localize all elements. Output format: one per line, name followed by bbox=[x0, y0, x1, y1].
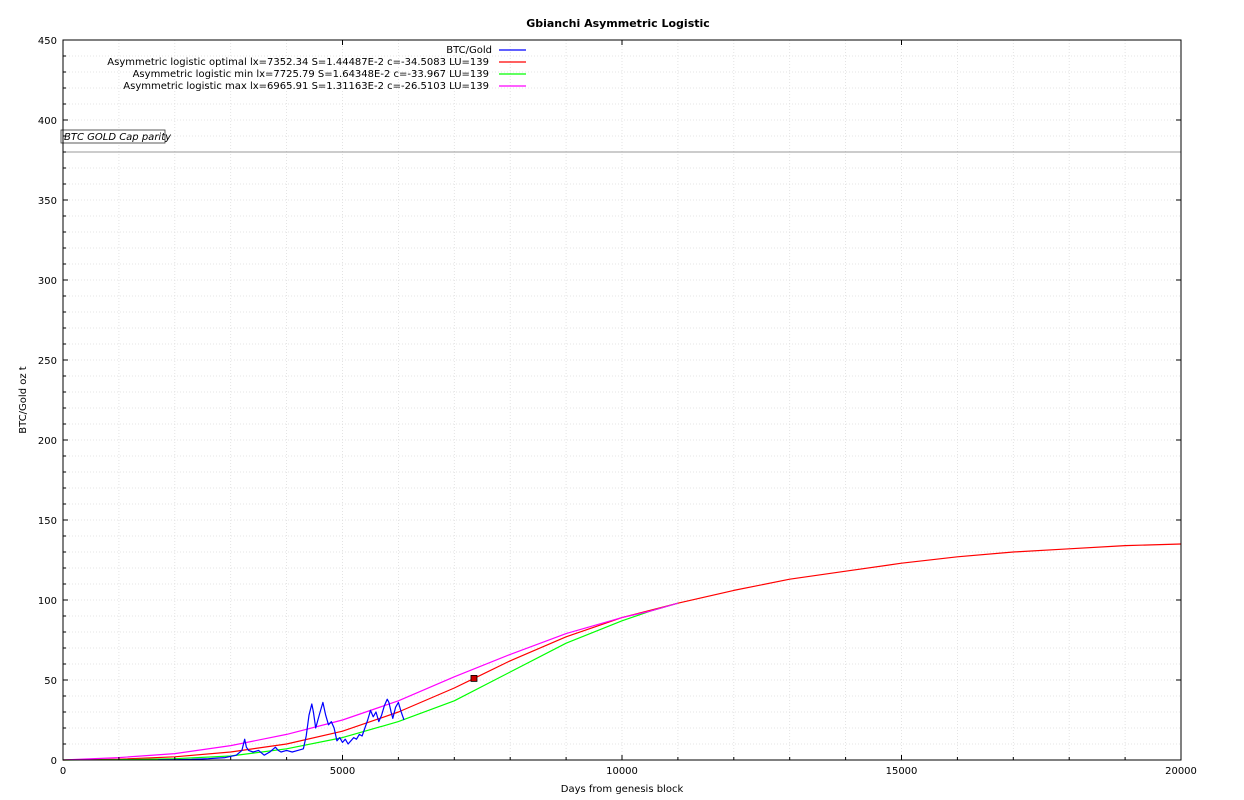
y-tick-label: 0 bbox=[51, 756, 57, 767]
y-tick-label: 200 bbox=[38, 436, 57, 447]
legend-label-0: BTC/Gold bbox=[446, 45, 492, 56]
cap-parity-annotation: BTC GOLD Cap parity bbox=[60, 129, 1181, 153]
legend-label-3: Asymmetric logistic max lx=6965.91 S=1.3… bbox=[123, 81, 489, 92]
x-tick-label: 15000 bbox=[886, 766, 918, 777]
y-axis-label: BTC/Gold oz t bbox=[18, 366, 29, 433]
y-tick-label: 50 bbox=[44, 676, 57, 687]
legend-label-2: Asymmetric logistic min lx=7725.79 S=1.6… bbox=[133, 69, 489, 80]
series-line-0 bbox=[157, 698, 405, 761]
cap-parity-label-box bbox=[60, 129, 166, 144]
optimal-inflection-marker bbox=[470, 675, 478, 682]
y-tick-label: 100 bbox=[38, 596, 57, 607]
x-tick-label: 10000 bbox=[606, 766, 638, 777]
y-tick-label: 400 bbox=[38, 116, 57, 127]
y-tick-label: 150 bbox=[38, 516, 57, 527]
legend-label-1: Asymmetric logistic optimal lx=7352.34 S… bbox=[107, 57, 489, 68]
y-tick-label: 300 bbox=[38, 276, 57, 287]
x-tick-label: 20000 bbox=[1165, 766, 1197, 777]
x-axis-label: Days from genesis block bbox=[561, 784, 684, 795]
series-line-2 bbox=[62, 602, 679, 761]
series-line-3 bbox=[62, 602, 679, 761]
grid bbox=[63, 40, 1181, 760]
cap-parity-label: BTC GOLD Cap parity bbox=[64, 132, 172, 143]
chart-title: Gbianchi Asymmetric Logistic bbox=[526, 17, 710, 30]
y-tick-label: 350 bbox=[38, 196, 57, 207]
series-line-1 bbox=[62, 543, 1182, 761]
marker-layer bbox=[470, 675, 478, 682]
y-axis: 0 50 100 150 200 250 300 350 400 450 bbox=[38, 36, 1181, 767]
y-tick-label: 450 bbox=[38, 36, 57, 47]
y-tick-label: 250 bbox=[38, 356, 57, 367]
x-tick-label: 0 bbox=[60, 766, 66, 777]
x-axis: 0 5000 10000 15000 20000 bbox=[60, 40, 1197, 777]
x-tick-label: 5000 bbox=[330, 766, 355, 777]
